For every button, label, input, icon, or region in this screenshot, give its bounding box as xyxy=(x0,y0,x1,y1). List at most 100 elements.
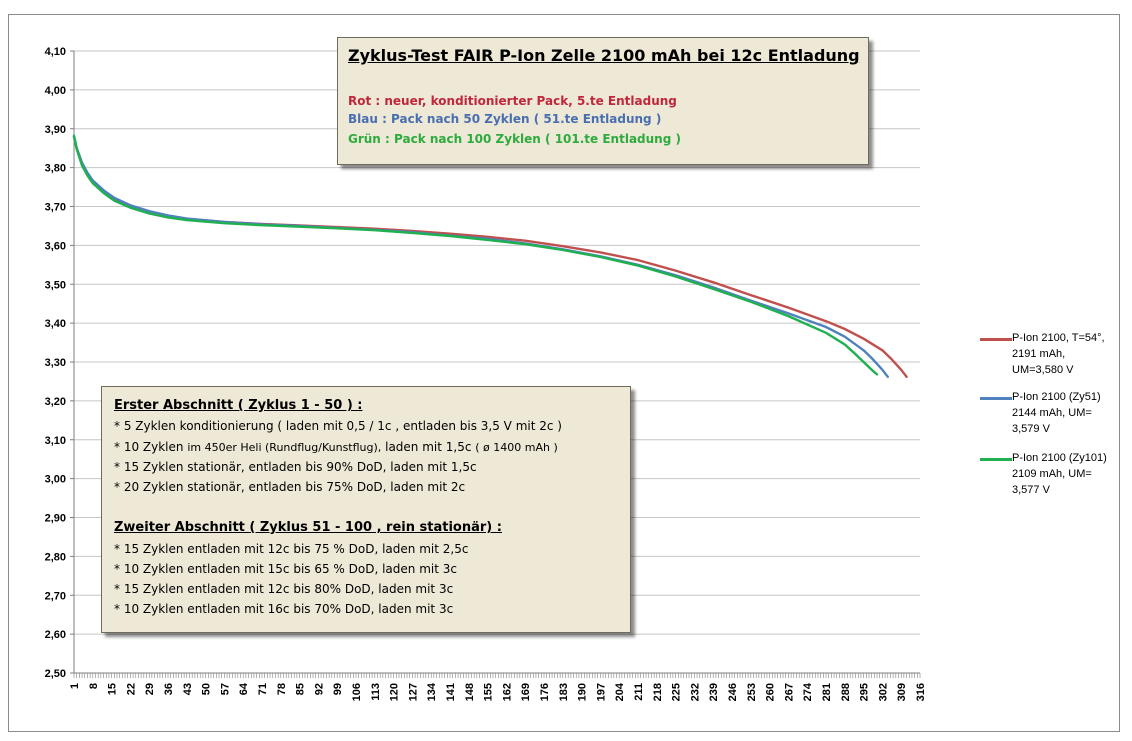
y-tick-label: 3,20 xyxy=(45,396,66,408)
legend-line: P-Ion 2100, T=54°, xyxy=(1012,332,1105,344)
y-tick-label: 2,50 xyxy=(45,668,66,680)
x-tick-label: 78 xyxy=(276,683,288,695)
x-tick-label: 15 xyxy=(107,683,119,695)
y-tick-label: 3,10 xyxy=(45,435,66,447)
title-note-red: Rot : neuer, konditionierter Pack, 5.te … xyxy=(348,94,677,108)
x-tick-label: 218 xyxy=(652,683,664,701)
x-tick-label: 92 xyxy=(313,683,325,695)
x-tick-label: 190 xyxy=(577,683,589,701)
x-tick-label: 309 xyxy=(896,683,908,701)
legend-label: P-Ion 2100, T=54°, 2191 mAh, UM=3,580 V xyxy=(1012,330,1120,378)
legend-line: 3,577 V xyxy=(1012,484,1050,496)
y-tick-label: 4,00 xyxy=(45,85,66,97)
x-tick-label: 43 xyxy=(182,683,194,695)
legend-line: 2191 mAh, xyxy=(1012,348,1066,360)
y-tick-label: 3,70 xyxy=(45,202,66,214)
x-tick-label: 134 xyxy=(426,682,438,701)
x-tick-label: 29 xyxy=(144,683,156,695)
x-tick-label: 141 xyxy=(445,683,457,701)
x-tick-label: 232 xyxy=(689,683,701,701)
x-tick-label: 246 xyxy=(727,683,739,701)
x-tick-label: 316 xyxy=(915,683,927,701)
x-tick-label: 36 xyxy=(163,683,175,695)
x-tick-label: 204 xyxy=(614,682,626,701)
x-tick-label: 8 xyxy=(88,683,100,689)
x-tick-label: 274 xyxy=(802,682,814,701)
title-note-green: Grün : Pack nach 100 Zyklen ( 101.te Ent… xyxy=(348,132,681,146)
legend-swatch xyxy=(980,458,1012,461)
item-part: ( ø 1400 mAh ) xyxy=(475,441,558,454)
y-tick-label: 3,80 xyxy=(45,163,66,175)
x-tick-label: 295 xyxy=(859,683,871,701)
y-tick-label: 3,50 xyxy=(45,279,66,291)
section2-heading: Zweiter Abschnitt ( Zyklus 51 - 100 , re… xyxy=(114,520,502,535)
title-note-blue: Blau : Pack nach 50 Zyklen ( 51.te Entla… xyxy=(348,112,662,126)
legend-label: P-Ion 2100 (Zy51) 2144 mAh, UM= 3,579 V xyxy=(1012,389,1120,437)
y-tick-label: 2,70 xyxy=(45,590,66,602)
x-tick-label: 99 xyxy=(332,683,344,695)
x-tick-label: 302 xyxy=(877,683,889,701)
legend-line: UM=3,580 V xyxy=(1012,364,1074,376)
x-tick-label: 176 xyxy=(539,683,551,701)
section1-item: * 5 Zyklen konditionierung ( laden mit 0… xyxy=(114,419,562,433)
series-line-1 xyxy=(72,135,908,378)
section1-item: * 10 Zyklen im 450er Heli (Rundflug/Kuns… xyxy=(114,440,558,454)
series-line-3 xyxy=(72,134,879,376)
x-tick-label: 71 xyxy=(257,683,269,695)
y-tick-label: 4,10 xyxy=(45,46,66,58)
y-tick-label: 2,80 xyxy=(45,551,66,563)
x-tick-label: 260 xyxy=(765,683,777,701)
x-tick-label: 267 xyxy=(783,683,795,701)
legend-line: P-Ion 2100 (Zy51) xyxy=(1012,391,1101,403)
x-tick-label: 120 xyxy=(389,683,401,701)
y-tick-label: 3,90 xyxy=(45,124,66,136)
x-tick-label: 106 xyxy=(351,683,363,701)
series-line-2 xyxy=(72,135,889,378)
item-part: laden mit 1,5c xyxy=(381,440,476,454)
section1-item: * 15 Zyklen stationär, entladen bis 90% … xyxy=(114,460,477,474)
legend-line: 3,579 V xyxy=(1012,423,1050,435)
x-tick-label: 1 xyxy=(69,683,81,689)
x-tick-label: 169 xyxy=(520,683,532,701)
x-tick-label: 155 xyxy=(483,683,495,701)
legend-line: 2109 mAh, UM= xyxy=(1012,468,1092,480)
x-tick-label: 288 xyxy=(840,683,852,701)
x-tick-label: 113 xyxy=(370,683,382,701)
test-procedure-box: Erster Abschnitt ( Zyklus 1 - 50 ) : * 5… xyxy=(101,386,631,633)
x-tick-label: 253 xyxy=(746,683,758,701)
x-tick-label: 127 xyxy=(407,683,419,701)
y-tick-label: 3,30 xyxy=(45,357,66,369)
x-tick-label: 239 xyxy=(708,683,720,701)
section2-item: * 10 Zyklen entladen mit 16c bis 70% DoD… xyxy=(114,602,454,616)
y-tick-label: 3,40 xyxy=(45,318,66,330)
legend-line: 2144 mAh, UM= xyxy=(1012,407,1092,419)
x-tick-label: 183 xyxy=(558,683,570,701)
section2-item: * 15 Zyklen entladen mit 12c bis 75 % Do… xyxy=(114,542,469,556)
legend-line: P-Ion 2100 (Zy101) xyxy=(1012,452,1107,464)
x-tick-label: 57 xyxy=(219,683,231,695)
section1-item: * 20 Zyklen stationär, entladen bis 75% … xyxy=(114,480,466,494)
chart-title-box: Zyklus-Test FAIR P-Ion Zelle 2100 mAh be… xyxy=(337,37,869,165)
x-tick-label: 197 xyxy=(595,683,607,701)
x-tick-label: 85 xyxy=(295,683,307,695)
legend-swatch xyxy=(980,397,1012,400)
x-tick-label: 162 xyxy=(501,683,513,701)
x-tick-label: 225 xyxy=(671,683,683,701)
x-tick-label: 64 xyxy=(238,682,250,695)
x-tick-label: 281 xyxy=(821,683,833,701)
y-tick-label: 3,00 xyxy=(45,474,66,486)
section2-item: * 15 Zyklen entladen mit 12c bis 80% DoD… xyxy=(114,582,454,596)
x-tick-label: 148 xyxy=(464,683,476,701)
y-tick-label: 2,90 xyxy=(45,513,66,525)
item-part: im 450er Heli (Rundflug/Kunstflug), xyxy=(187,441,382,454)
legend-label: P-Ion 2100 (Zy101) 2109 mAh, UM= 3,577 V xyxy=(1012,450,1120,498)
section2-item: * 10 Zyklen entladen mit 15c bis 65 % Do… xyxy=(114,562,457,576)
chart-title: Zyklus-Test FAIR P-Ion Zelle 2100 mAh be… xyxy=(348,46,860,65)
y-tick-label: 3,60 xyxy=(45,240,66,252)
x-tick-label: 22 xyxy=(125,683,137,695)
x-tick-label: 50 xyxy=(201,683,213,695)
legend-swatch xyxy=(980,338,1012,341)
item-part: * 10 Zyklen xyxy=(114,440,188,454)
y-tick-label: 2,60 xyxy=(45,629,66,641)
x-tick-label: 211 xyxy=(633,683,645,701)
